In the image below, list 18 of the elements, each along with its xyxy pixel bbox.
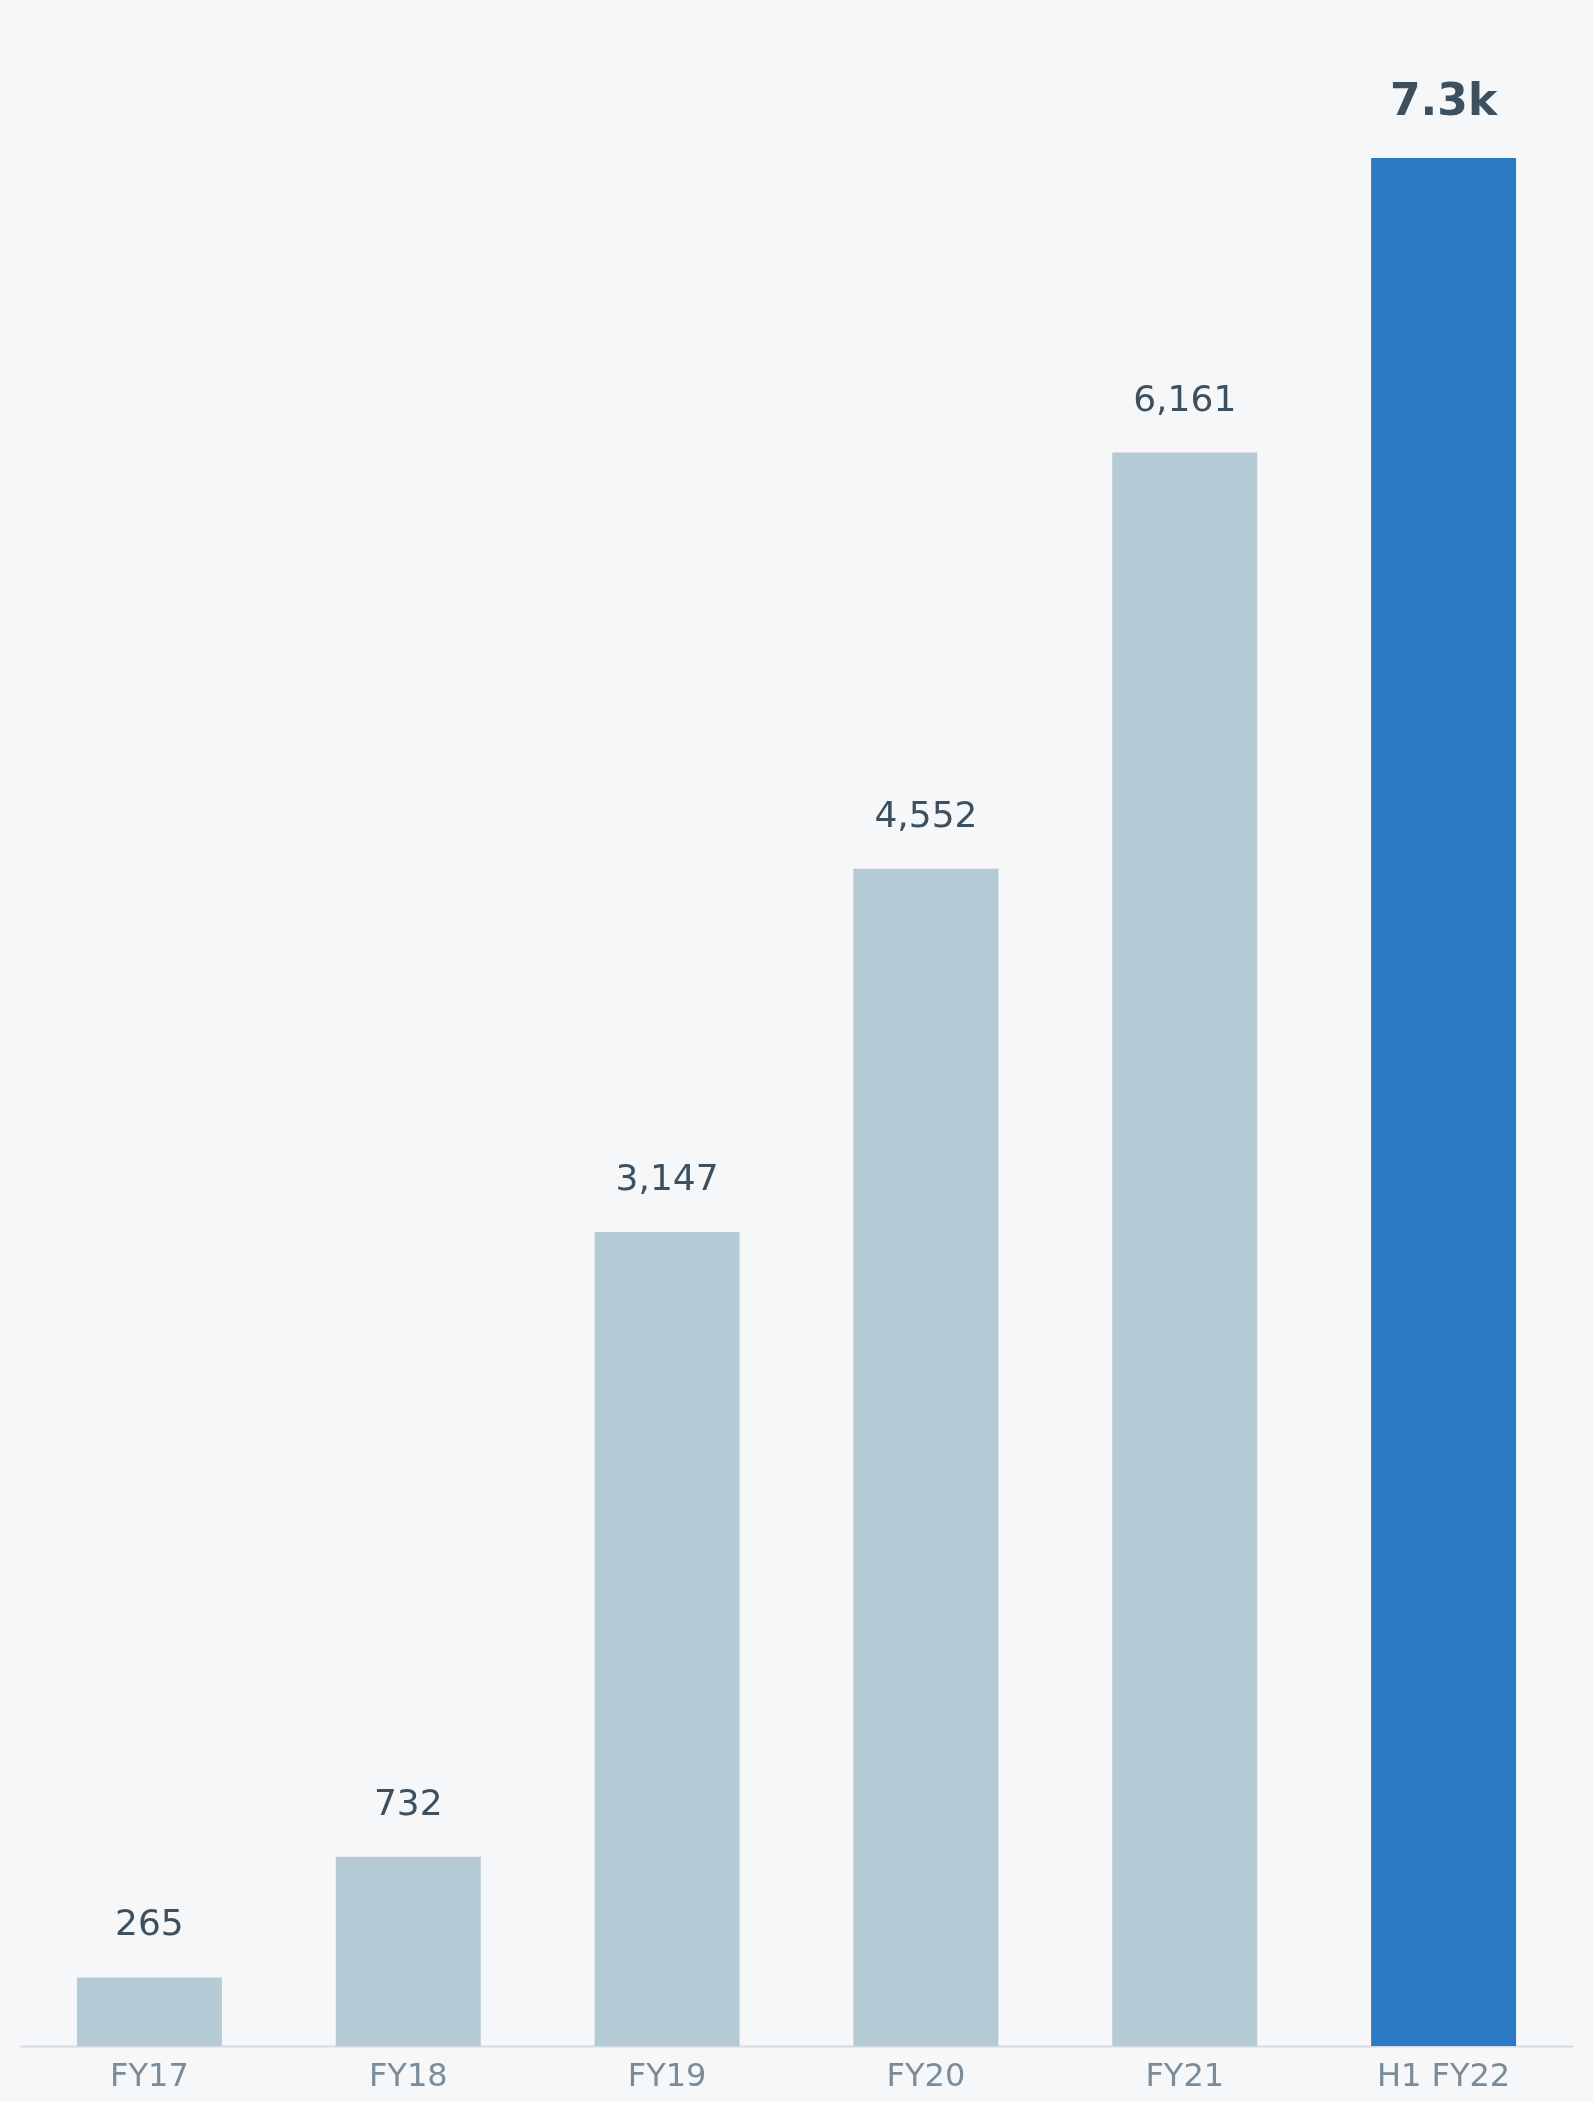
bar <box>76 1977 222 2046</box>
bar <box>1112 452 1258 2046</box>
x-tick-label: FY21 <box>1145 2055 1225 2094</box>
x-tick-label: H1 FY22 <box>1376 2055 1511 2094</box>
x-tick-label: FY18 <box>368 2055 448 2094</box>
bar <box>1371 158 1517 2046</box>
data-label: 4,552 <box>874 793 978 835</box>
x-tick-label: FY20 <box>886 2055 966 2094</box>
x-tick-label: FY17 <box>110 2055 189 2094</box>
bar <box>594 1232 740 2046</box>
data-label: 6,161 <box>1133 377 1237 419</box>
bar <box>335 1856 481 2046</box>
data-label: 7.3k <box>1389 74 1499 125</box>
x-tick-label: FY19 <box>627 2055 707 2094</box>
data-label: 3,147 <box>615 1157 719 1199</box>
data-label: 265 <box>115 1902 184 1944</box>
bar <box>853 868 999 2046</box>
data-label: 732 <box>373 1781 443 1823</box>
